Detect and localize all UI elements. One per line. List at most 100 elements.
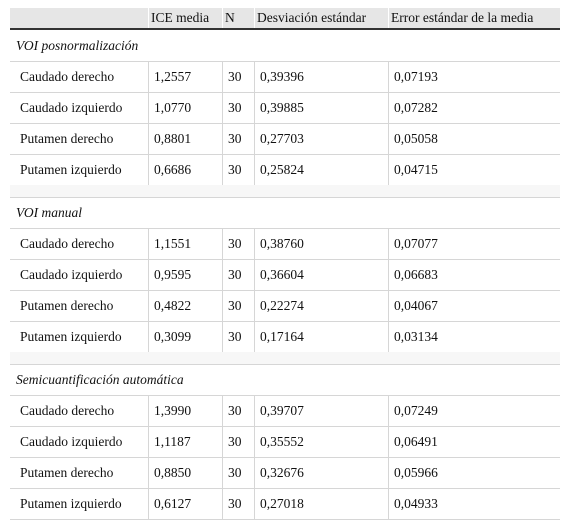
cell-divider [148,426,149,457]
cell-divider [148,488,149,519]
cell-divider [148,123,149,154]
cell-divider [388,426,389,457]
cell-divider [388,259,389,290]
value-cell: 0,04715 [394,161,438,177]
value-cell: 0,07249 [394,402,438,418]
value-cell: 0,17164 [260,328,304,344]
cell-divider [388,92,389,123]
row-rule [10,123,560,124]
row-rule [10,488,560,489]
cell-divider [148,321,149,352]
row-label: Caudado izquierdo [20,266,123,282]
cell-divider [148,61,149,92]
row-rule [10,426,560,427]
row-rule [10,519,560,520]
cell-divider [254,259,255,290]
cell-divider [148,395,149,426]
value-cell: 1,2557 [154,68,192,84]
value-cell: 30 [228,433,242,449]
cell-divider [148,259,149,290]
cell-divider [254,395,255,426]
value-cell: 30 [228,161,242,177]
row-rule [10,364,560,365]
value-cell: 0,06683 [394,266,438,282]
cell-divider [388,395,389,426]
cell-divider [388,488,389,519]
value-cell: 0,07077 [394,235,438,251]
cell-divider [222,92,223,123]
header-cell: Desviación estándar [257,10,367,25]
row-rule [10,61,560,62]
row-rule [10,457,560,458]
cell-divider [388,61,389,92]
value-cell: 1,0770 [154,99,192,115]
value-cell: 0,35552 [260,433,304,449]
row-label: Caudado izquierdo [20,99,123,115]
header-divider [254,8,255,30]
header-cell [10,8,148,28]
row-rule [10,321,560,322]
value-cell: 0,25824 [260,161,304,177]
value-cell: 0,05966 [394,464,438,480]
cell-divider [388,290,389,321]
cell-divider [254,488,255,519]
row-rule [10,92,560,93]
cell-divider [222,457,223,488]
row-label: Putamen derecho [20,297,114,313]
cell-divider [222,123,223,154]
value-cell: 0,04933 [394,495,438,511]
cell-divider [388,154,389,185]
value-cell: 0,6127 [154,495,192,511]
cell-divider [254,123,255,154]
row-label: Caudado derecho [20,235,115,251]
value-cell: 30 [228,402,242,418]
value-cell: 0,9595 [154,266,192,282]
header-cell: Error estándar de la media [391,10,534,25]
cell-divider [254,61,255,92]
gap-row [10,352,560,364]
cell-divider [254,426,255,457]
row-label: Caudado izquierdo [20,433,123,449]
value-cell: 1,1551 [154,235,192,251]
value-cell: 0,8850 [154,464,192,480]
cell-divider [148,290,149,321]
row-label: Putamen izquierdo [20,161,122,177]
value-cell: 0,8801 [154,130,192,146]
value-cell: 30 [228,464,242,480]
value-cell: 0,4822 [154,297,192,313]
cell-divider [148,92,149,123]
value-cell: 0,38760 [260,235,304,251]
gap-row [10,185,560,197]
header-bg [10,8,560,28]
value-cell: 0,07282 [394,99,438,115]
value-cell: 30 [228,99,242,115]
value-cell: 0,06491 [394,433,438,449]
cell-divider [254,228,255,259]
row-label: Putamen izquierdo [20,495,122,511]
value-cell: 30 [228,68,242,84]
header-divider [388,8,389,30]
cell-divider [222,426,223,457]
value-cell: 30 [228,235,242,251]
header-cell: ICE media [151,10,210,25]
section-title: VOI manual [16,204,82,220]
cell-divider [254,92,255,123]
cell-divider [222,259,223,290]
cell-divider [222,154,223,185]
header-divider [222,8,223,30]
section-title: VOI posnormalización [16,37,139,53]
row-rule [10,228,560,229]
cell-divider [388,321,389,352]
value-cell: 0,27018 [260,495,304,511]
cell-divider [222,395,223,426]
cell-divider [148,228,149,259]
value-cell: 0,04067 [394,297,438,313]
value-cell: 30 [228,130,242,146]
row-label: Putamen derecho [20,464,114,480]
section-title: Semicuantificación automática [16,371,184,387]
row-label: Caudado derecho [20,68,115,84]
cell-divider [222,228,223,259]
row-rule [10,290,560,291]
row-label: Putamen izquierdo [20,328,122,344]
